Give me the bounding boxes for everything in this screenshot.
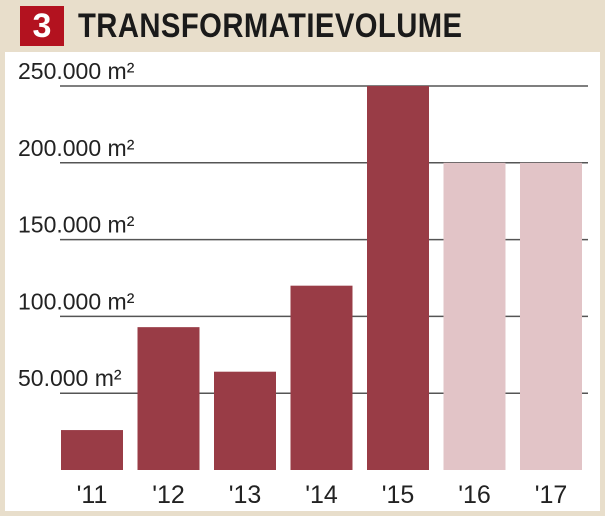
x-tick-label: '16	[458, 481, 491, 509]
y-tick-labels: 50.000 m² 100.000 m² 150.000 m² 200.000 m² 2…	[18, 58, 135, 391]
chart-header: 3 TRANSFORMATIEVOLUME	[0, 0, 605, 52]
y-tick-label: 200.000 m²	[18, 135, 135, 161]
bar-15	[367, 86, 429, 470]
x-tick-label: '13	[229, 481, 262, 509]
y-tick-label: 150.000 m²	[18, 212, 135, 238]
bar-11	[61, 430, 123, 470]
x-tick-label: '12	[152, 481, 185, 509]
y-tick-label: 100.000 m²	[18, 288, 135, 314]
bars	[61, 86, 582, 471]
x-tick-label: '15	[382, 481, 415, 509]
bar-13	[214, 371, 276, 470]
x-tick-label: '14	[305, 481, 338, 509]
y-tick-label: 250.000 m²	[18, 58, 135, 84]
bar-12	[137, 327, 200, 470]
chart-number-badge: 3	[20, 6, 64, 46]
bar-16	[443, 162, 506, 471]
chart-title: TRANSFORMATIEVOLUME	[78, 7, 463, 45]
y-tick-label: 50.000 m²	[18, 365, 122, 391]
x-tick-labels: '11 '12 '13 '14 '15 '16 '17	[77, 481, 568, 509]
x-tick-label: '17	[535, 481, 568, 509]
x-tick-label: '11	[77, 481, 108, 509]
bar-14	[290, 285, 353, 470]
bar-17	[520, 162, 582, 471]
